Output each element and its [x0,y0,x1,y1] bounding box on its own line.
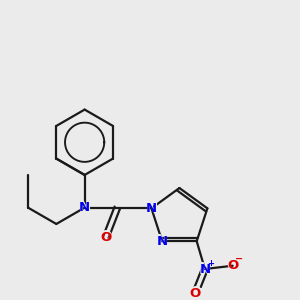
Text: N: N [157,235,168,248]
Text: +: + [207,259,214,268]
Text: N: N [145,201,158,216]
Text: −: − [235,254,243,264]
Text: O: O [227,259,238,272]
Text: O: O [189,286,201,300]
Text: N: N [78,200,91,215]
Text: O: O [100,230,112,244]
Text: O: O [100,230,112,244]
Text: N: N [79,201,90,214]
Text: N: N [146,202,157,215]
Text: N: N [199,262,210,275]
Text: O: O [189,287,201,300]
Text: N: N [156,234,168,249]
Text: O: O [226,258,239,273]
Text: N: N [199,262,211,277]
